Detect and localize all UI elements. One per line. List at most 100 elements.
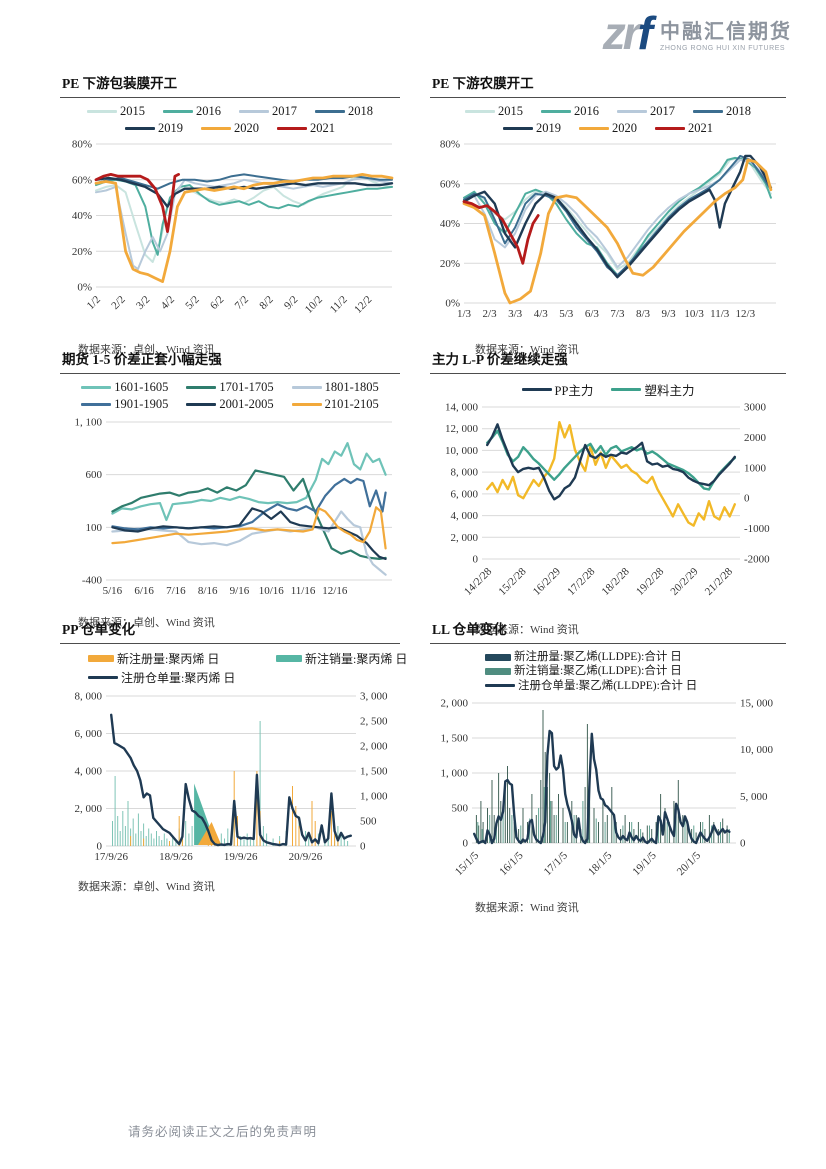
legend-item: 2020: [201, 121, 259, 136]
legend-label: 2015: [498, 104, 523, 118]
legend-swatch: [186, 386, 217, 389]
svg-text:5, 000: 5, 000: [740, 791, 768, 803]
legend-swatch: [81, 403, 112, 406]
legend-swatch: [485, 668, 511, 676]
legend-item: 2017: [617, 104, 675, 119]
legend-label: 2021: [688, 121, 713, 135]
chart-lp-main-spread: 主力 L-P 价差继续走强 PP主力 塑料主力 0 2, 000 4, 000 6, 0…: [430, 348, 786, 637]
legend-item: 2016: [163, 104, 221, 119]
svg-text:6/16: 6/16: [134, 585, 154, 597]
chart-title: PE 下游包装膜开工: [62, 76, 178, 91]
legend-label: 2001-2005: [219, 397, 274, 411]
logo-f-letter: f: [637, 7, 653, 59]
legend-swatch: [617, 110, 647, 113]
svg-text:18/2/28: 18/2/28: [600, 565, 633, 598]
svg-text:-2000: -2000: [744, 554, 770, 566]
svg-text:17/9/26: 17/9/26: [94, 851, 128, 863]
title-divider: [60, 643, 400, 644]
svg-text:10/16: 10/16: [259, 585, 285, 597]
svg-text:16/2/29: 16/2/29: [531, 565, 564, 598]
svg-text:20%: 20%: [440, 258, 460, 270]
legend-swatch: [315, 110, 345, 113]
svg-text:0: 0: [97, 841, 103, 853]
legend-swatch: [541, 110, 571, 113]
chart-canvas: 0% 20% 40% 60% 80% 1/2 2/2 3/2 4/2 5/2 6/2 7/2 8/2 9/…: [72, 139, 394, 316]
logo-text: 中融汇信期货 ZHONG RONG HUI XIN FUTURES: [660, 21, 792, 53]
legend-swatch: [277, 127, 307, 130]
svg-text:17/1/5: 17/1/5: [542, 849, 571, 878]
svg-text:2, 000: 2, 000: [441, 698, 469, 710]
chart-title: PE 下游农膜开工: [432, 76, 534, 91]
legend-swatch: [239, 110, 269, 113]
svg-text:1, 000: 1, 000: [441, 768, 469, 780]
svg-text:3/2: 3/2: [134, 294, 152, 312]
legend-swatch: [291, 386, 322, 389]
svg-text:20/2/29: 20/2/29: [668, 565, 701, 598]
svg-text:17/2/28: 17/2/28: [565, 565, 598, 598]
title-divider: [60, 373, 400, 374]
chart-canvas: 0 2, 000 4, 000 6, 000 8, 000 10, 000 12, 000 1…: [445, 402, 770, 598]
svg-text:19/9/26: 19/9/26: [224, 851, 258, 863]
svg-text:2/3: 2/3: [483, 308, 498, 320]
svg-text:6/3: 6/3: [585, 308, 600, 320]
chart-legend: 2015 2016 2017 2018 2019 2020 2021: [60, 104, 400, 136]
data-source: 数据来源：Wind 资讯: [475, 624, 579, 636]
svg-text:2, 500: 2, 500: [360, 716, 388, 728]
title-divider: [60, 97, 400, 98]
chart-ll-warehouse-receipts: LL 仓单变化 新注册量:聚乙烯(LLDPE):合计 日新注销量:聚乙烯(LLD…: [430, 618, 786, 915]
svg-text:12/2: 12/2: [352, 294, 374, 316]
legend-swatch: [521, 388, 552, 391]
legend-label: 2018: [348, 104, 373, 118]
svg-text:20/9/26: 20/9/26: [289, 851, 323, 863]
chart-pe-packaging-film-operating-rate: PE 下游包装膜开工 2015 2016 2017 2018 2019 2020 2021 …: [60, 72, 400, 357]
legend-swatch: [485, 653, 511, 661]
svg-text:1, 500: 1, 500: [441, 733, 469, 745]
chart-canvas: -400 100 600 1, 100 5/16 6/16 7/16 8/16 9/16 10/1…: [75, 417, 392, 597]
legend-item: 2101-2105: [291, 397, 379, 412]
legend-item: 新注册量:聚丙烯 日: [88, 650, 258, 667]
svg-text:500: 500: [360, 816, 377, 828]
chart-title: 期货 1-5 价差正套小幅走强: [62, 352, 222, 367]
svg-text:4, 000: 4, 000: [451, 510, 479, 522]
svg-text:1/3: 1/3: [457, 308, 472, 320]
svg-text:14, 000: 14, 000: [445, 402, 479, 414]
svg-text:12/3: 12/3: [736, 308, 756, 320]
chart-legend: PP主力 塑料主力: [430, 380, 786, 399]
legend-label: 2101-2105: [324, 397, 379, 411]
svg-text:10/2: 10/2: [303, 294, 325, 316]
svg-text:2000: 2000: [744, 432, 767, 444]
svg-text:18/1/5: 18/1/5: [586, 849, 615, 878]
svg-text:80%: 80%: [72, 139, 92, 151]
company-name-cn: 中融汇信期货: [660, 21, 792, 44]
data-source: 数据来源：卓创、Wind 资讯: [78, 344, 215, 356]
legend-item: 1801-1805: [291, 380, 379, 395]
chart-canvas: 0 2, 000 4, 000 6, 000 8, 000 0 500 1, 000 1, 50…: [75, 691, 389, 864]
company-name-en: ZHONG RONG HUI XIN FUTURES: [660, 45, 786, 53]
legend-label: 2019: [158, 121, 183, 135]
svg-text:500: 500: [452, 803, 469, 815]
legend-item: 新注销量:聚乙烯(LLDPE):合计 日: [485, 664, 682, 678]
svg-text:8/2: 8/2: [257, 294, 275, 312]
svg-text:0: 0: [463, 838, 469, 850]
legend-label: 2019: [536, 121, 561, 135]
svg-text:2/2: 2/2: [109, 294, 127, 312]
legend-label: 2015: [120, 104, 145, 118]
legend-swatch: [276, 655, 302, 662]
legend-item: 注册仓单量:聚丙烯 日: [88, 669, 258, 686]
svg-text:1, 500: 1, 500: [360, 766, 388, 778]
legend-label: 2018: [726, 104, 751, 118]
legend-swatch: [88, 676, 118, 679]
legend-label: 1701-1705: [219, 380, 274, 394]
legend-swatch: [579, 127, 609, 130]
svg-text:0: 0: [744, 493, 750, 505]
company-logo: zrf 中融汇信期货 ZHONG RONG HUI XIN FUTURES: [603, 10, 792, 56]
title-divider: [430, 97, 786, 98]
svg-text:2, 000: 2, 000: [451, 532, 479, 544]
svg-text:60%: 60%: [72, 174, 92, 186]
legend-swatch: [125, 127, 155, 130]
svg-text:6, 000: 6, 000: [451, 488, 479, 500]
svg-text:40%: 40%: [440, 218, 460, 230]
chart-title: PP 仓单变化: [62, 622, 136, 637]
legend-label: 注册仓单量:聚乙烯(LLDPE):合计 日: [518, 679, 698, 692]
